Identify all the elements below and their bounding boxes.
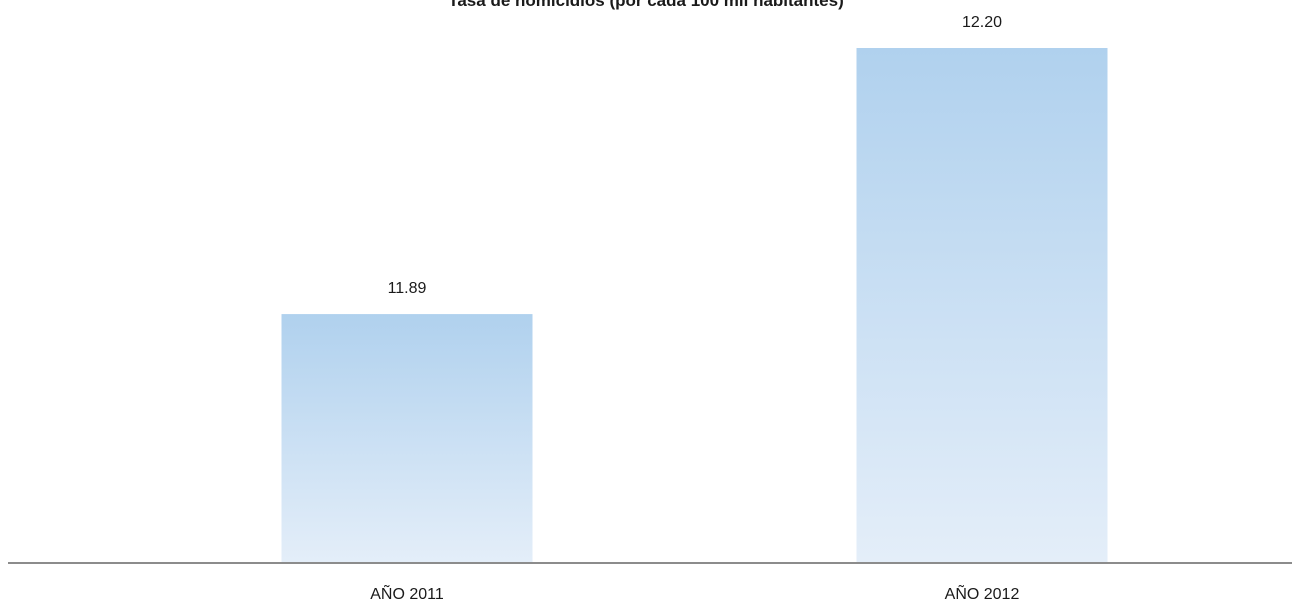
value-labels-layer: 11.89 12.20 [388,14,1003,297]
bar-value-label: 11.89 [388,280,427,297]
bar [856,48,1108,563]
category-labels-layer: AÑO 2011 AÑO 2012 [370,583,1019,603]
x-tick-label: AÑO 2012 [945,583,1020,603]
bars-layer [281,48,1108,563]
chart-title: Tasa de homicidios (por cada 100 mil hab… [448,0,844,10]
bar-value-label: 12.20 [962,14,1002,31]
x-tick-label: AÑO 2011 [370,583,444,603]
bar [281,314,533,563]
